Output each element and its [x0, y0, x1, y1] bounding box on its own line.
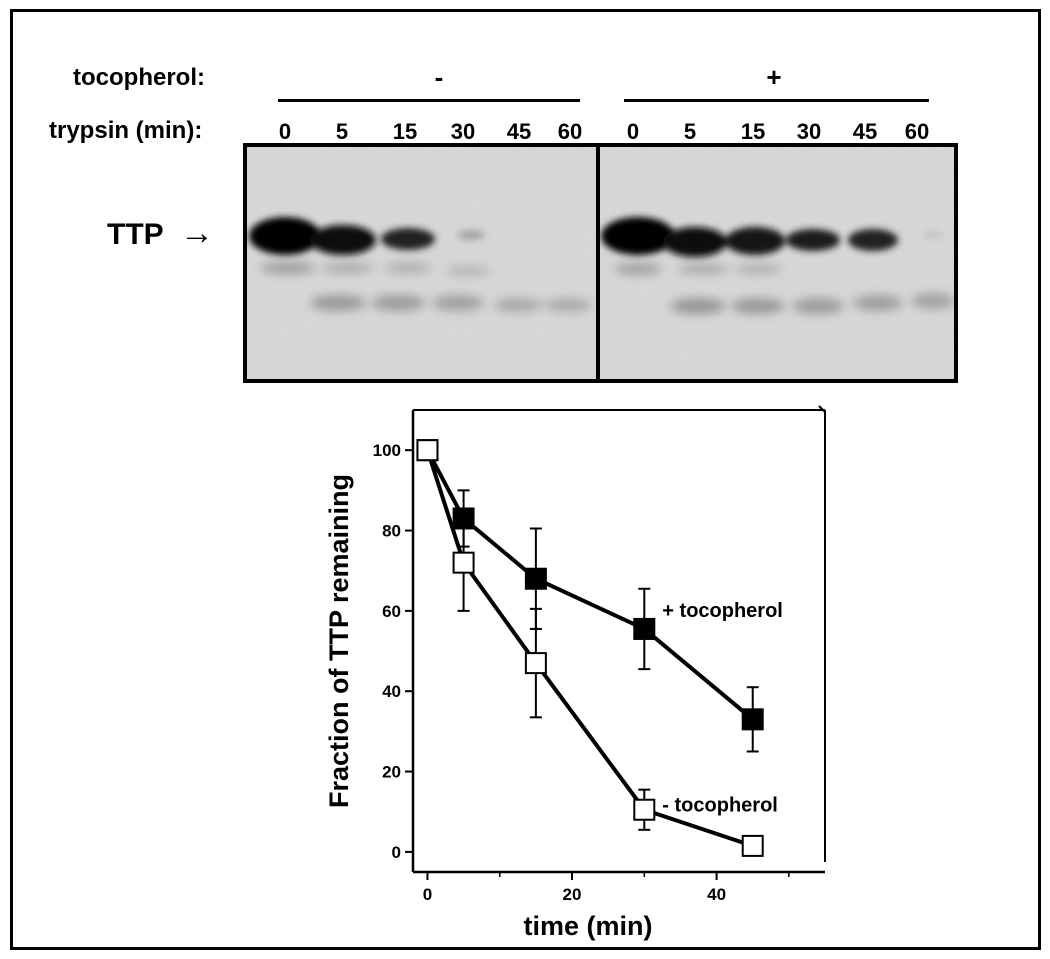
y-axis-label: Fraction of TTP remaining	[324, 474, 354, 808]
open-square-marker	[524, 652, 547, 675]
trypsin-row-label: trypsin (min):	[49, 117, 203, 144]
plot-corner-tick	[818, 405, 826, 413]
degradation-chart: 0 20 40 60 80 100 0 20 40 time (min) Fraction of …	[324, 405, 826, 941]
lane-label-minus-0: 0	[278, 119, 292, 144]
x-tick-label: 0	[423, 885, 432, 904]
y-tick-label: 60	[382, 602, 401, 621]
y-tick-label: 40	[382, 682, 401, 701]
plus-tocopherol-sign: +	[766, 62, 782, 92]
y-tick-label: 20	[382, 763, 401, 782]
plus-group-bar	[624, 99, 929, 102]
chart-error-bars	[457, 489, 759, 831]
filled-square-marker	[741, 708, 764, 731]
x-axis-label: time (min)	[523, 911, 652, 941]
lane-label-minus-5: 5	[335, 119, 349, 144]
lane-label-minus-45: 45	[506, 119, 532, 144]
chart-markers	[416, 439, 764, 857]
ttp-arrow-icon: →	[180, 214, 214, 252]
gel-ttp-bands	[249, 217, 943, 257]
lane-label-plus-5: 5	[683, 119, 697, 144]
y-tick-label: 0	[392, 843, 401, 862]
y-tick-label: 80	[382, 522, 401, 541]
series-line-plus	[425, 449, 755, 721]
series-line-minus	[425, 449, 754, 848]
lane-label-plus-30: 30	[796, 119, 822, 144]
open-square-marker	[633, 798, 656, 821]
series-label-minus: - tocopherol	[662, 795, 778, 817]
open-square-marker	[741, 834, 764, 857]
chart-axes: 0 20 40 60 80 100 0 20 40	[373, 405, 826, 904]
x-tick-label: 20	[563, 885, 582, 904]
series-label-plus: + tocopherol	[662, 600, 783, 622]
chart-labels: time (min) Fraction of TTP remaining + toc…	[324, 474, 783, 941]
lane-label-minus-60: 60	[557, 119, 583, 144]
filled-square-marker	[633, 617, 656, 640]
ttp-band-label: TTP	[107, 218, 164, 251]
y-tick-label: 100	[373, 441, 401, 460]
lane-label-plus-0: 0	[626, 119, 640, 144]
x-tick-label: 40	[707, 885, 726, 904]
minus-group-bar	[278, 99, 580, 102]
lane-label-minus-15: 15	[392, 119, 418, 144]
figure-frame	[10, 9, 1041, 950]
filled-square-marker	[452, 507, 475, 530]
lane-label-minus-30: 30	[450, 119, 476, 144]
filled-square-marker	[524, 567, 547, 590]
gel-lower-bands	[260, 262, 955, 314]
minus-tocopherol-sign: -	[434, 62, 444, 92]
chart-series-lines	[425, 449, 755, 848]
lane-label-plus-45: 45	[852, 119, 878, 144]
tocopherol-row-label: tocopherol:	[73, 64, 205, 91]
gel-image	[243, 143, 958, 383]
open-square-marker	[416, 439, 439, 462]
lane-label-plus-15: 15	[740, 119, 766, 144]
open-square-marker	[452, 551, 475, 574]
lane-label-plus-60: 60	[904, 119, 930, 144]
